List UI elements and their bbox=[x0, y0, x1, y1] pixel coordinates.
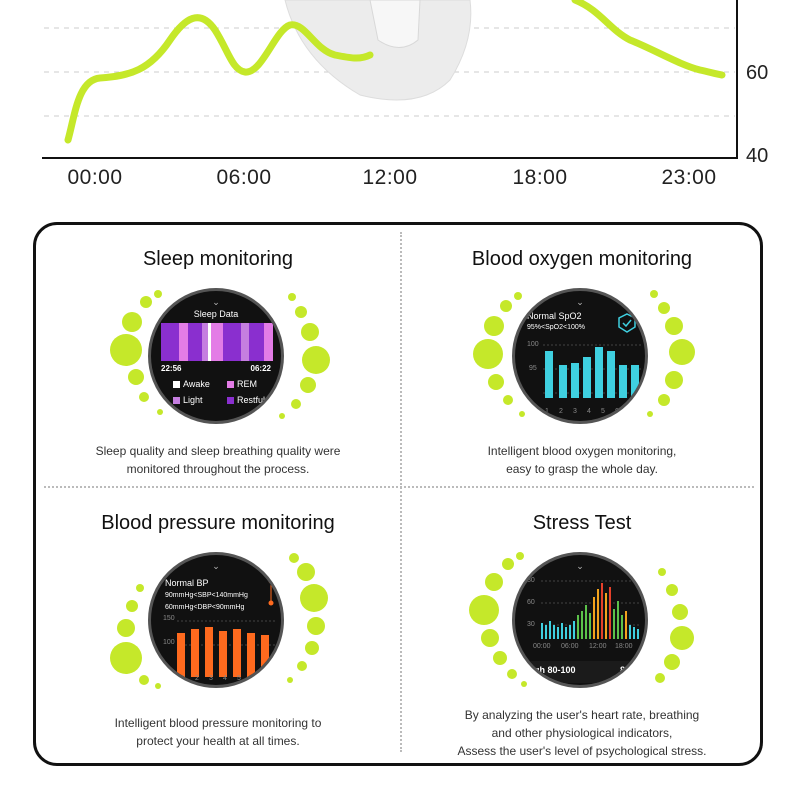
section-description: Intelligent blood oxygen monitoring, eas… bbox=[487, 444, 677, 476]
legend-light: Light bbox=[173, 395, 203, 405]
y-tick-label: 60 bbox=[746, 62, 769, 84]
x-tick-label: 1 bbox=[181, 675, 185, 682]
stress-footer: High 80-100 8% bbox=[515, 661, 645, 683]
stress-bar-chart bbox=[541, 580, 641, 639]
heart-rate-chart-svg bbox=[42, 0, 738, 159]
section-description: By analyzing the user's heart rate, brea… bbox=[457, 708, 707, 758]
decorative-dots bbox=[469, 552, 694, 687]
section-title: Blood pressure monitoring bbox=[101, 512, 335, 534]
stress-level-value: 8% bbox=[619, 665, 633, 675]
x-tick-label: 00:00 bbox=[533, 643, 551, 650]
y-tick-label: 150 bbox=[163, 615, 175, 622]
y-tick-label: 80 bbox=[527, 577, 535, 584]
x-tick-label: 2 bbox=[559, 408, 563, 415]
range-indicator-icon bbox=[268, 578, 274, 606]
decorative-dots bbox=[110, 290, 330, 419]
x-tick-label: 18:00 bbox=[615, 643, 633, 650]
blood-oxygen-section: Blood oxygen monitoring ⌄ Normal SpO2 95… bbox=[400, 224, 764, 486]
x-tick-label: 2 bbox=[195, 675, 199, 682]
y-tick-label: 60 bbox=[527, 599, 535, 606]
screen-subtitle: 60mmHg<DBP<90mmHg bbox=[165, 604, 245, 611]
heart-rate-chart: 00:00 06:00 12:00 18:00 23:00 60 40 bbox=[0, 0, 800, 210]
end-time: 06:22 bbox=[250, 364, 271, 373]
spo2-bar-chart bbox=[543, 344, 641, 398]
bp-bar-chart bbox=[177, 620, 277, 677]
x-tick-label: 12:00 bbox=[362, 166, 418, 189]
shield-check-icon bbox=[618, 313, 636, 333]
x-tick-label: 23:00 bbox=[661, 166, 717, 189]
stress-test-section: Stress Test ⌄ bbox=[400, 490, 764, 758]
section-title: Sleep monitoring bbox=[142, 248, 294, 270]
chevron-down-icon: ⌄ bbox=[212, 561, 220, 571]
x-tick-label: 5 bbox=[237, 675, 241, 682]
watch-face: ⌄ Sleep Data 22:56 06:22 Awake REM Light… bbox=[148, 288, 284, 424]
chevron-down-icon: ⌄ bbox=[576, 561, 584, 571]
watch-band-clasp bbox=[369, 0, 421, 48]
section-title: Stress Test bbox=[532, 512, 632, 534]
x-tick-label: 4 bbox=[587, 408, 591, 415]
blood-pressure-section: Blood pressure monitoring ⌄ Normal BP 90… bbox=[36, 490, 400, 752]
screen-title: Normal BP bbox=[165, 578, 209, 588]
chevron-down-icon: ⌄ bbox=[212, 297, 220, 307]
heart-rate-line bbox=[64, 0, 726, 144]
stress-level-label: High 80-100 bbox=[525, 665, 576, 675]
x-tick-label: 06:00 bbox=[216, 166, 272, 189]
y-tick-label: 95 bbox=[529, 365, 537, 372]
decorative-dots bbox=[473, 290, 695, 417]
screen-title: Normal SpO2 bbox=[527, 311, 582, 321]
x-tick-label: 12:00 bbox=[589, 643, 607, 650]
x-tick-label: 18:00 bbox=[512, 166, 568, 189]
y-tick-label: 100 bbox=[163, 639, 175, 646]
y-tick-label: 100 bbox=[527, 341, 539, 348]
section-description: Intelligent blood pressure monitoring to… bbox=[114, 716, 322, 748]
horizontal-divider bbox=[44, 486, 754, 488]
screen-title: Sleep Data bbox=[193, 309, 239, 319]
sleep-monitoring-section: Sleep monitoring ⌄ Sleep Data 22:56 06:2… bbox=[36, 224, 400, 486]
legend-restful: Restful bbox=[227, 395, 265, 405]
screen-subtitle: 90mmHg<SBP<140mmHg bbox=[165, 592, 248, 599]
x-tick-label: 5 bbox=[601, 408, 605, 415]
x-tick-label: 3 bbox=[209, 675, 213, 682]
section-description: Sleep quality and sleep breathing qualit… bbox=[95, 444, 341, 476]
watch-face: ⌄ bbox=[512, 552, 648, 688]
x-tick-label: 06:00 bbox=[561, 643, 579, 650]
sleep-stage-bars bbox=[161, 323, 274, 361]
y-tick-label: 40 bbox=[746, 145, 769, 167]
y-tick-label: 30 bbox=[527, 621, 535, 628]
watch-face: ⌄ Normal BP 90mmHg<SBP<140mmHg 60mmHg<DB… bbox=[148, 552, 284, 688]
x-tick-label: 00:00 bbox=[67, 166, 123, 189]
legend-awake: Awake bbox=[173, 379, 210, 389]
x-tick-label: 1 bbox=[545, 408, 549, 415]
screen-subtitle: 95%<SpO2<100% bbox=[527, 324, 585, 331]
x-tick-label: 3 bbox=[573, 408, 577, 415]
watch-face: ⌄ Normal SpO2 95%<SpO2<100% 100 95 1 2 3… bbox=[512, 288, 648, 424]
x-tick-label: 4 bbox=[223, 675, 227, 682]
watch-band-image bbox=[284, 0, 472, 101]
legend-rem: REM bbox=[227, 379, 257, 389]
chevron-down-icon: ⌄ bbox=[576, 297, 584, 307]
start-time: 22:56 bbox=[161, 364, 182, 373]
decorative-dots bbox=[110, 553, 328, 689]
section-title: Blood oxygen monitoring bbox=[471, 248, 693, 270]
vertical-divider bbox=[400, 232, 402, 752]
x-tick-label: 6 bbox=[615, 408, 619, 415]
